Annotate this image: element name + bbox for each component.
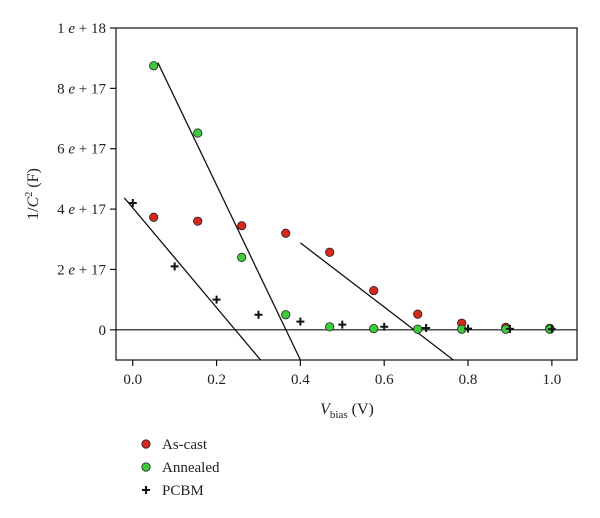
data-point-annealed xyxy=(281,310,291,320)
legend: As-cast Annealed PCBM xyxy=(141,437,220,499)
legend-marker-pcbm xyxy=(142,486,150,494)
data-point-as-cast xyxy=(281,228,291,238)
data-point-pcbm xyxy=(505,324,514,333)
y-tick-label: 4 e + 17 xyxy=(57,202,106,218)
x-tick-label: 0.0 xyxy=(123,372,142,388)
fit-line-annealed xyxy=(157,62,301,361)
data-point-as-cast xyxy=(193,216,203,226)
data-point-as-cast xyxy=(325,247,335,257)
data-point-annealed xyxy=(413,324,423,334)
x-axis-label-base: V xyxy=(320,401,332,418)
y-axis-ticks: 0 2 e + 17 4 e + 17 6 e + 17 8 e + 17 1 e + 1… xyxy=(57,21,116,339)
y-axis-label-sup: 2 xyxy=(24,192,35,197)
legend-marker-as-cast xyxy=(141,439,151,449)
legend-label-as-cast: As-cast xyxy=(162,437,208,453)
x-tick-label: 0.4 xyxy=(291,372,310,388)
plot-frame xyxy=(115,27,578,361)
y-tick-label: 2 e + 17 xyxy=(57,262,106,278)
x-tick-label: 0.8 xyxy=(459,372,478,388)
data-point-annealed xyxy=(325,322,335,332)
data-point-pcbm xyxy=(547,325,556,334)
data-markers xyxy=(128,61,556,334)
data-point-annealed xyxy=(193,128,203,138)
x-axis-label-unit: (V) xyxy=(348,401,374,418)
data-point-as-cast xyxy=(149,212,159,222)
data-point-pcbm xyxy=(380,322,389,331)
y-axis-label-unit: (F) xyxy=(25,168,42,192)
legend-marker-annealed xyxy=(141,462,151,472)
y-tick-label: 1 e + 18 xyxy=(57,21,106,37)
x-axis-label-sub: bias xyxy=(330,409,348,421)
y-axis-label-base: C xyxy=(25,196,42,207)
y-tick-label: 6 e + 17 xyxy=(57,142,106,158)
data-point-pcbm xyxy=(296,317,305,326)
x-axis-ticks: 0.0 0.2 0.4 0.6 0.8 1.0 xyxy=(123,360,561,388)
data-point-pcbm xyxy=(464,324,473,333)
x-tick-label: 0.6 xyxy=(375,372,394,388)
legend-label-pcbm: PCBM xyxy=(162,483,204,499)
data-point-pcbm xyxy=(128,199,137,208)
data-point-as-cast xyxy=(237,221,247,231)
legend-label-annealed: Annealed xyxy=(162,460,220,476)
data-point-pcbm xyxy=(422,324,431,333)
data-point-annealed xyxy=(237,252,247,262)
data-point-pcbm xyxy=(254,310,263,319)
y-axis-label: 1/C2 (F) xyxy=(24,168,42,220)
data-point-as-cast xyxy=(369,285,379,296)
y-axis-label-prefix: 1/ xyxy=(25,207,42,220)
x-tick-label: 0.2 xyxy=(207,372,226,388)
data-point-pcbm xyxy=(338,320,347,329)
y-tick-label: 8 e + 17 xyxy=(57,81,106,97)
data-point-annealed xyxy=(149,61,159,71)
data-point-as-cast xyxy=(413,309,423,319)
x-axis-label: Vbias (V) xyxy=(320,401,374,421)
y-tick-label: 0 xyxy=(99,323,107,339)
fit-line-pcbm xyxy=(123,197,262,361)
fit-lines xyxy=(123,62,454,361)
data-point-pcbm xyxy=(170,262,179,271)
fit-line-as-cast xyxy=(300,242,454,361)
x-tick-label: 1.0 xyxy=(542,372,561,388)
data-point-pcbm xyxy=(212,295,221,304)
data-point-annealed xyxy=(369,324,379,334)
